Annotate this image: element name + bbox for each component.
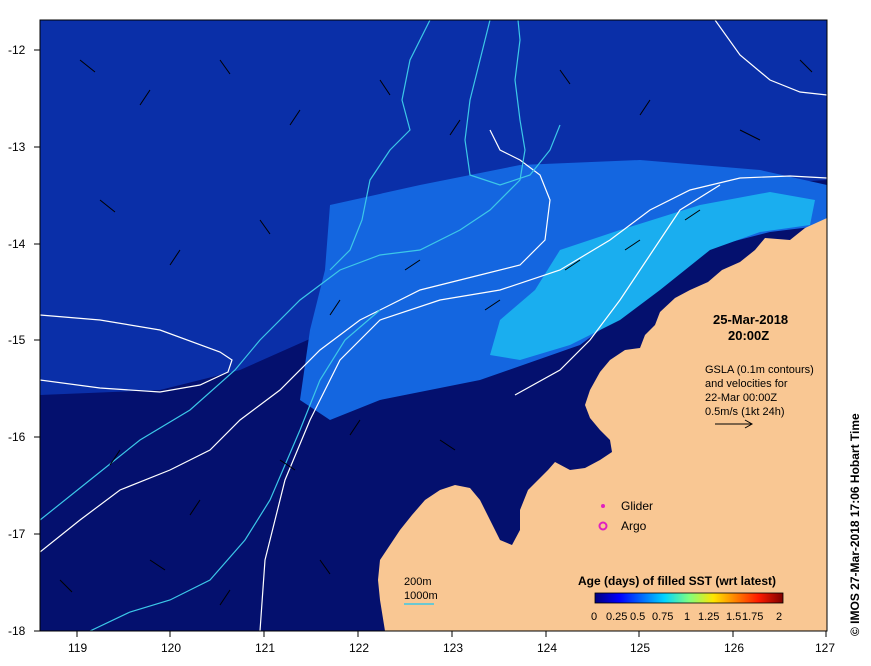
lat-tick: -14 [8, 237, 26, 251]
colorbar-tick: 1 [684, 611, 690, 623]
lat-tick: -15 [8, 333, 26, 347]
scale-arrow-icon [715, 419, 754, 429]
lat-tick: -17 [8, 527, 26, 541]
gsla-line3: 22-Mar 00:00Z [705, 392, 777, 404]
colorbar-tick: 1.75 [742, 611, 763, 623]
plot-frame [39, 19, 828, 632]
isobath-200m [40, 20, 561, 631]
colorbar [594, 592, 784, 604]
isobath-1000m-label: 1000m [404, 590, 438, 602]
lat-tick: -13 [8, 140, 26, 154]
lat-tick: -16 [8, 430, 26, 444]
legend-glider: Glider [621, 499, 653, 513]
colorbar-tick: 1.5 [726, 611, 741, 623]
lon-axis: 119 120 121 122 123 124 125 126 127 [68, 631, 835, 655]
land-kimberley [378, 218, 827, 631]
lat-tick: -18 [8, 624, 26, 638]
colorbar-ticks: 0 0.25 0.5 0.75 1 1.25 1.5 1.75 2 [591, 611, 782, 623]
colorbar-tick: 1.25 [698, 611, 719, 623]
velocity-arrows [59, 59, 813, 606]
colorbar-tick: 2 [776, 611, 782, 623]
lon-tick: 120 [161, 641, 181, 655]
lat-tick: -12 [8, 43, 26, 57]
argo-marker [598, 521, 608, 531]
colorbar-tick: 0 [591, 611, 597, 623]
gsla-contours [40, 20, 827, 631]
glider-marker [601, 504, 605, 508]
lon-tick: 126 [724, 641, 744, 655]
lon-tick: 122 [349, 641, 369, 655]
lon-tick: 119 [68, 641, 87, 655]
colorbar-tick: 0.25 [606, 611, 627, 623]
gsla-line1: GSLA (0.1m contours) [705, 364, 814, 376]
colorbar-tick: 0.75 [652, 611, 673, 623]
lon-tick: 121 [255, 641, 275, 655]
colorbar-tick: 0.5 [630, 611, 645, 623]
timestamp-date: 25-Mar-2018 [713, 312, 788, 327]
lat-axis: -12 -13 -14 -15 -16 -17 -18 [8, 43, 40, 638]
isobath-200m-label: 200m [404, 576, 432, 588]
gsla-line4: 0.5m/s (1kt 24h) [705, 406, 784, 418]
lon-tick: 124 [537, 641, 557, 655]
lon-tick: 125 [630, 641, 650, 655]
legend-argo: Argo [621, 519, 647, 533]
gsla-line2: and velocities for [705, 378, 788, 390]
credit-text: © IMOS 27-Mar-2018 17:06 Hobart Time [848, 413, 862, 636]
timestamp-time: 20:00Z [728, 328, 769, 343]
lon-tick: 127 [815, 641, 835, 655]
colorbar-title: Age (days) of filled SST (wrt latest) [578, 574, 776, 588]
lon-tick: 123 [443, 641, 463, 655]
ocean-cyan-band [490, 192, 815, 360]
